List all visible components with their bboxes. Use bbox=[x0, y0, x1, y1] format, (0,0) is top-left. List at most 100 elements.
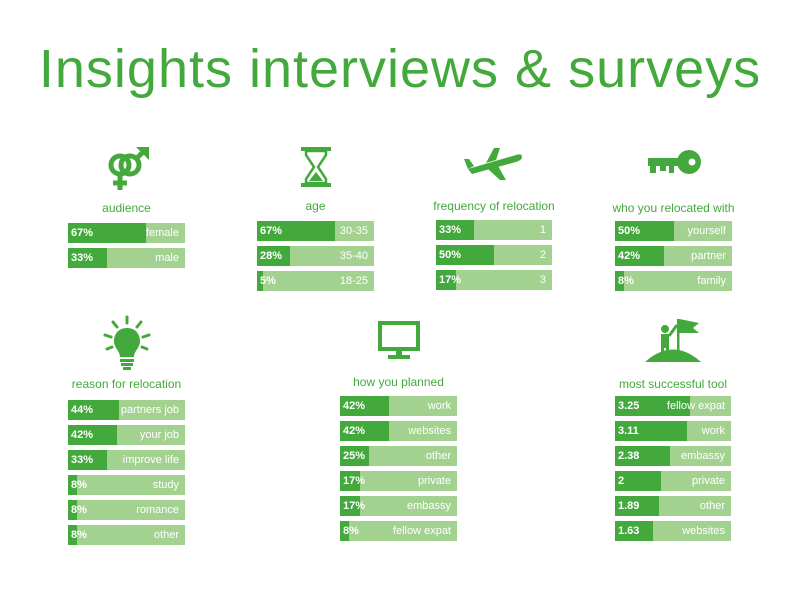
chart-title: how you planned bbox=[353, 375, 444, 389]
bar-value-label: 17% bbox=[343, 475, 366, 487]
chart-panel-how-you-planned: how you planned 42% work 42% websites 25% othe… bbox=[340, 315, 457, 555]
bar: 28% 35-40 bbox=[257, 246, 374, 266]
bar-value-label: 8% bbox=[343, 525, 359, 537]
bar-value-label: 42% bbox=[71, 429, 94, 441]
bar-category-label: websites bbox=[682, 525, 725, 537]
bar-category-label: female bbox=[145, 227, 179, 239]
bar-value-label: 44% bbox=[71, 404, 94, 416]
bar-category-label: fellow expat bbox=[666, 400, 725, 412]
bar-category-label: study bbox=[152, 479, 179, 491]
airplane-icon bbox=[464, 147, 524, 185]
bar: 2.38 embassy bbox=[615, 446, 731, 466]
bar-value-label: 1.63 bbox=[618, 525, 640, 537]
bar-category-label: partners job bbox=[120, 404, 179, 416]
flag-summit-icon bbox=[643, 315, 703, 367]
bar-fill bbox=[436, 245, 494, 265]
bar-category-label: yourself bbox=[687, 225, 726, 237]
chart-panel-age: age 67% 30-35 28% 35-40 5% 18-25 bbox=[257, 145, 374, 385]
chart-panel-audience: audience 67% female 33% male bbox=[68, 145, 185, 385]
bar-fill bbox=[257, 246, 290, 266]
bar-category-label: fellow expat bbox=[392, 525, 451, 537]
bar-value-label: 5% bbox=[260, 275, 276, 287]
bar-fill bbox=[68, 450, 107, 470]
bar-value-label: 42% bbox=[343, 400, 366, 412]
bar-fill bbox=[340, 521, 350, 541]
bar-fill bbox=[257, 271, 263, 291]
bar-value-label: 50% bbox=[439, 249, 462, 261]
bar-fill bbox=[340, 496, 360, 516]
bar-value-label: 8% bbox=[71, 529, 87, 541]
bar: 33% improve life bbox=[68, 450, 185, 470]
bar: 25% other bbox=[340, 446, 457, 466]
bar: 67% female bbox=[68, 223, 185, 243]
bar: 8% romance bbox=[68, 500, 185, 520]
bar: 8% other bbox=[68, 525, 185, 545]
bar-value-label: 8% bbox=[618, 275, 634, 287]
bar-fill bbox=[615, 496, 659, 516]
bar-value-label: 17% bbox=[439, 274, 462, 286]
chart-panel-frequency-of-relocation: frequency of relocation 33% 1 50% 2 17% 3 bbox=[433, 145, 555, 385]
bar-category-label: improve life bbox=[122, 454, 179, 466]
chart-panel-reason-for-relocation: reason for relocation 44% partners job 42% y… bbox=[68, 315, 185, 555]
chart-panel-who-you-relocated-with: who you relocated with 50% yourself 42% part… bbox=[612, 145, 735, 385]
chart-panel-most-successful-tool: most successful tool 3.25 fellow expat 3.11… bbox=[615, 315, 731, 555]
bar-category-label: 30-35 bbox=[339, 225, 368, 237]
bar: 8% family bbox=[615, 271, 732, 291]
bar-value-label: 8% bbox=[71, 504, 87, 516]
bar-value-label: 25% bbox=[343, 450, 366, 462]
bar: 17% embassy bbox=[340, 496, 457, 516]
bar: 42% work bbox=[340, 396, 457, 416]
bar-value-label: 67% bbox=[71, 227, 94, 239]
bar-value-label: 42% bbox=[618, 250, 641, 262]
hourglass-icon bbox=[298, 145, 334, 193]
monitor-icon bbox=[378, 321, 420, 365]
bar-category-label: other bbox=[425, 450, 451, 462]
bar-category-label: partner bbox=[691, 250, 726, 262]
bar: 42% partner bbox=[615, 246, 732, 266]
bar: 17% private bbox=[340, 471, 457, 491]
bar-category-label: other bbox=[153, 529, 179, 541]
bar-category-label: embassy bbox=[406, 500, 451, 512]
bar-category-label: work bbox=[427, 400, 451, 412]
bar: 17% 3 bbox=[436, 270, 552, 290]
bar-fill bbox=[615, 396, 691, 416]
chart-title: audience bbox=[102, 201, 151, 215]
bar-category-label: embassy bbox=[680, 450, 725, 462]
chart-title: who you relocated with bbox=[612, 201, 735, 215]
bar-value-label: 1.89 bbox=[618, 500, 640, 512]
bar-category-label: 18-25 bbox=[339, 275, 368, 287]
bar: 5% 18-25 bbox=[257, 271, 374, 291]
bar-fill bbox=[68, 223, 147, 243]
bar-value-label: 17% bbox=[343, 500, 366, 512]
bar: 50% yourself bbox=[615, 221, 732, 241]
lightbulb-icon bbox=[101, 315, 153, 375]
bar: 33% male bbox=[68, 248, 185, 268]
bar-value-label: 28% bbox=[260, 250, 283, 262]
bar: 44% partners job bbox=[68, 400, 185, 420]
chart-title: reason for relocation bbox=[71, 377, 182, 391]
bar-value-label: 33% bbox=[71, 252, 94, 264]
bar-fill bbox=[68, 400, 120, 420]
bar-value-label: 8% bbox=[71, 479, 87, 491]
bar: 8% fellow expat bbox=[340, 521, 457, 541]
bar-fill bbox=[340, 471, 360, 491]
bar-fill bbox=[68, 425, 118, 445]
bar: 3.11 work bbox=[615, 421, 731, 441]
bar-category-label: male bbox=[155, 252, 179, 264]
bar-value-label: 42% bbox=[343, 425, 366, 437]
bar-value-label: 3.25 bbox=[618, 400, 640, 412]
bar-value-label: 33% bbox=[439, 224, 462, 236]
bar-category-label: romance bbox=[136, 504, 179, 516]
bar-category-label: websites bbox=[408, 425, 451, 437]
bar-fill bbox=[615, 446, 671, 466]
bar-category-label: 3 bbox=[539, 274, 546, 286]
chart-title: frequency of relocation bbox=[433, 199, 555, 213]
bar: 50% 2 bbox=[436, 245, 552, 265]
bar-category-label: 1 bbox=[539, 224, 546, 236]
bar-fill bbox=[615, 471, 662, 491]
bar: 2 private bbox=[615, 471, 731, 491]
key-icon bbox=[646, 149, 702, 179]
bar-fill bbox=[68, 248, 107, 268]
bar-fill bbox=[615, 421, 688, 441]
bar-fill bbox=[68, 475, 78, 495]
